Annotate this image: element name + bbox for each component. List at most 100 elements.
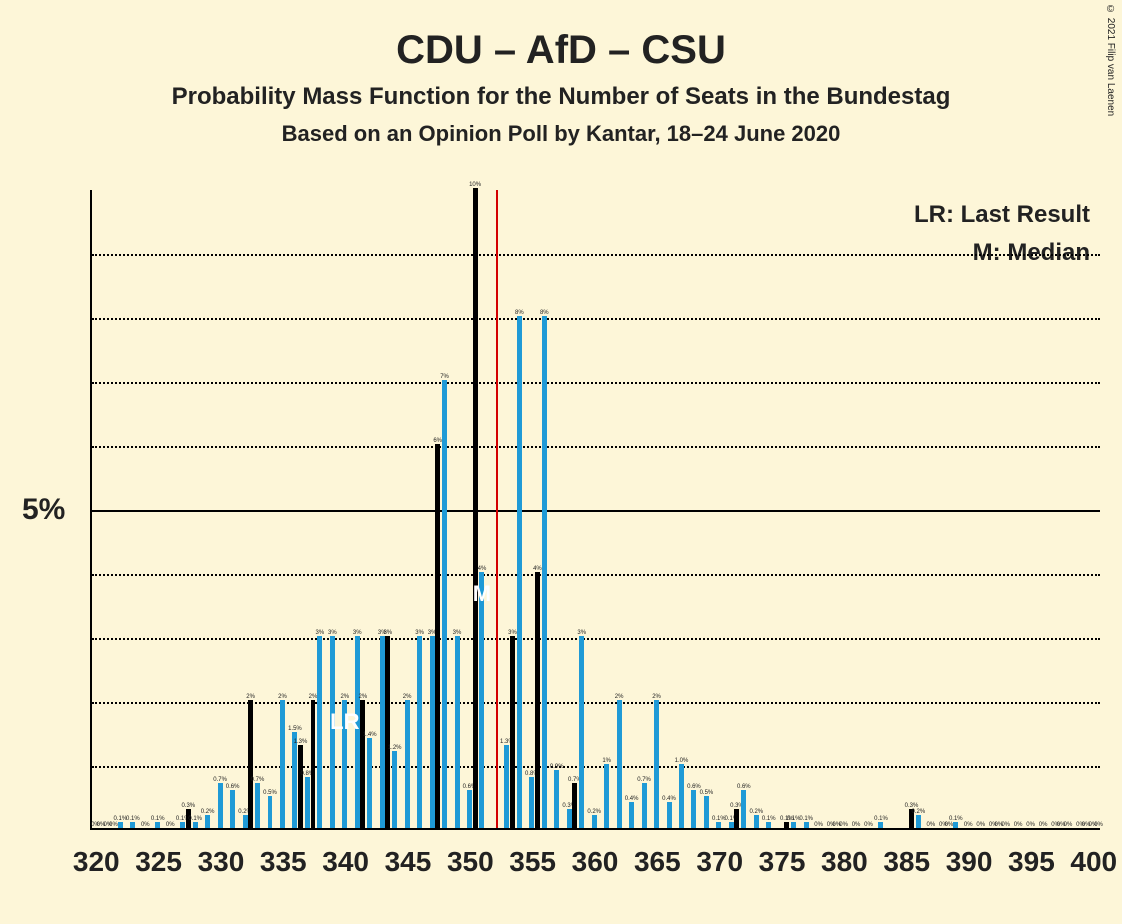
bar-slot [890,190,902,828]
bar-slot: 0.6%10% [466,190,478,828]
bar-slot: 0% [965,190,977,828]
bar-blue: 0.6% [230,790,235,828]
bar-value-label: 0% [976,822,985,828]
bar-slot: 3% [329,190,341,828]
bar-slot: 0%0% [1052,190,1064,828]
bar-slot: 0.1% [715,190,727,828]
bar-blue: 0.7% [642,783,647,828]
chart: LR: Last Result M: Median 5% 0%0%0%0%0.1… [90,190,1100,880]
bar-slot: 0.7% [254,190,266,828]
bar-value-label: 0.2% [201,809,215,815]
bar-value-label: 0.6% [737,784,751,790]
bar-value-label: 0% [852,822,861,828]
bar-slot: 1.5%1.3% [292,190,304,828]
bar-blue: 3% [330,636,335,828]
bar-blue: 0.7% [218,783,223,828]
bar-value-label: 1.4% [363,732,377,738]
bar-value-label: 0% [814,822,823,828]
bar-value-label: 0% [166,822,175,828]
bar-value-label: 0.5% [700,790,714,796]
bar-slot: 3% [454,190,466,828]
bar-slot: 0% [1065,190,1077,828]
bar-slot: 2% [653,190,665,828]
bar-value-label: 3% [577,630,586,636]
bar-blue: 8% [517,316,522,828]
bar-slot: 8% [541,190,553,828]
bar-blue: 0.6% [691,790,696,828]
bar-value-label: 0.4% [662,796,676,802]
bar-slot: 3%6% [429,190,441,828]
bar-value-label: 0% [864,822,873,828]
x-tick-label: 390 [946,846,993,878]
bar-slot: 8% [516,190,528,828]
x-tick-label: 335 [260,846,307,878]
bar-blue: 8% [542,316,547,828]
bar-slot: 2% [616,190,628,828]
bar-value-label: 0% [1064,822,1073,828]
bar-blue: 4% [479,572,484,828]
bar-blue: 1.5% [292,732,297,828]
bar-value-label: 1.5% [288,726,302,732]
bar-blue: 3% [430,636,435,828]
plot-area: LR: Last Result M: Median 5% 0%0%0%0%0.1… [90,190,1100,830]
copyright-text: © 2021 Filip van Laenen [1105,4,1116,116]
bar-black: 0.1% [784,822,789,828]
bar-slot: 1% [603,190,615,828]
bar-slot: 0.3% [902,190,914,828]
bar-slot: 0%0% [990,190,1002,828]
bar-value-label: 1.2% [388,745,402,751]
bar-slot: 0%0% [940,190,952,828]
bar-blue: 0.4% [629,802,634,828]
bar-slot: 0.6% [691,190,703,828]
bar-slot: 0.6% [229,190,241,828]
bar-slot: 2% [279,190,291,828]
bar-slot: 7% [441,190,453,828]
bar-value-label: 0.7% [213,777,227,783]
x-tick-label: 400 [1070,846,1117,878]
bar-slot: 0.5% [703,190,715,828]
bar-blue: 0.3% [567,809,572,828]
bar-slot: 0.1% [117,190,129,828]
bar-blue: 3% [317,636,322,828]
bar-blue: 0.1% [193,822,198,828]
bar-blue: 0.8% [305,777,310,828]
bar-slot: 0.1% [790,190,802,828]
bar-slot: 0.2% [591,190,603,828]
bar-value-label: 10% [469,182,481,188]
bar-slot: 0.1% [129,190,141,828]
bar-blue: 2% [342,700,347,828]
bar-value-label: 2% [278,694,287,700]
bar-blue: 3% [455,636,460,828]
bar-slot: 0.1%0.3% [728,190,740,828]
bar-value-label: 0% [1026,822,1035,828]
bar-slot: 0.2% [204,190,216,828]
bar-slot: 0.1% [803,190,815,828]
bar-value-label: 2% [615,694,624,700]
bar-value-label: 1.0% [675,758,689,764]
bar-black: 2% [311,700,316,828]
bar-value-label: 0.9% [550,764,564,770]
bar-blue: 0.1% [766,822,771,828]
bar-black: 3% [385,636,390,828]
bar-value-label: 3% [328,630,337,636]
bar-blue: 2% [280,700,285,828]
subtitle-2: Based on an Opinion Poll by Kantar, 18–2… [0,121,1122,147]
bar-slot: 0.1% [952,190,964,828]
bar-slot: 0.8%2% [304,190,316,828]
bar-black: 0.3% [734,809,739,828]
bar-slot: 0%0% [1077,190,1089,828]
x-tick-label: 380 [821,846,868,878]
bar-slot: 0.9% [553,190,565,828]
bar-blue: 0.6% [467,790,472,828]
bar-value-label: 0% [1001,822,1010,828]
bar-blue: 3% [380,636,385,828]
x-tick-label: 375 [759,846,806,878]
bar-blue: 0.2% [754,815,759,828]
bar-value-label: 0.5% [263,790,277,796]
bar-value-label: 0.2% [912,809,926,815]
bar-blue: 1.4% [367,738,372,828]
bar-slot: 2% [341,190,353,828]
bar-blue: 3% [579,636,584,828]
bar-blue: 0.1% [155,822,160,828]
bar-slot: 1.3%3% [503,190,515,828]
